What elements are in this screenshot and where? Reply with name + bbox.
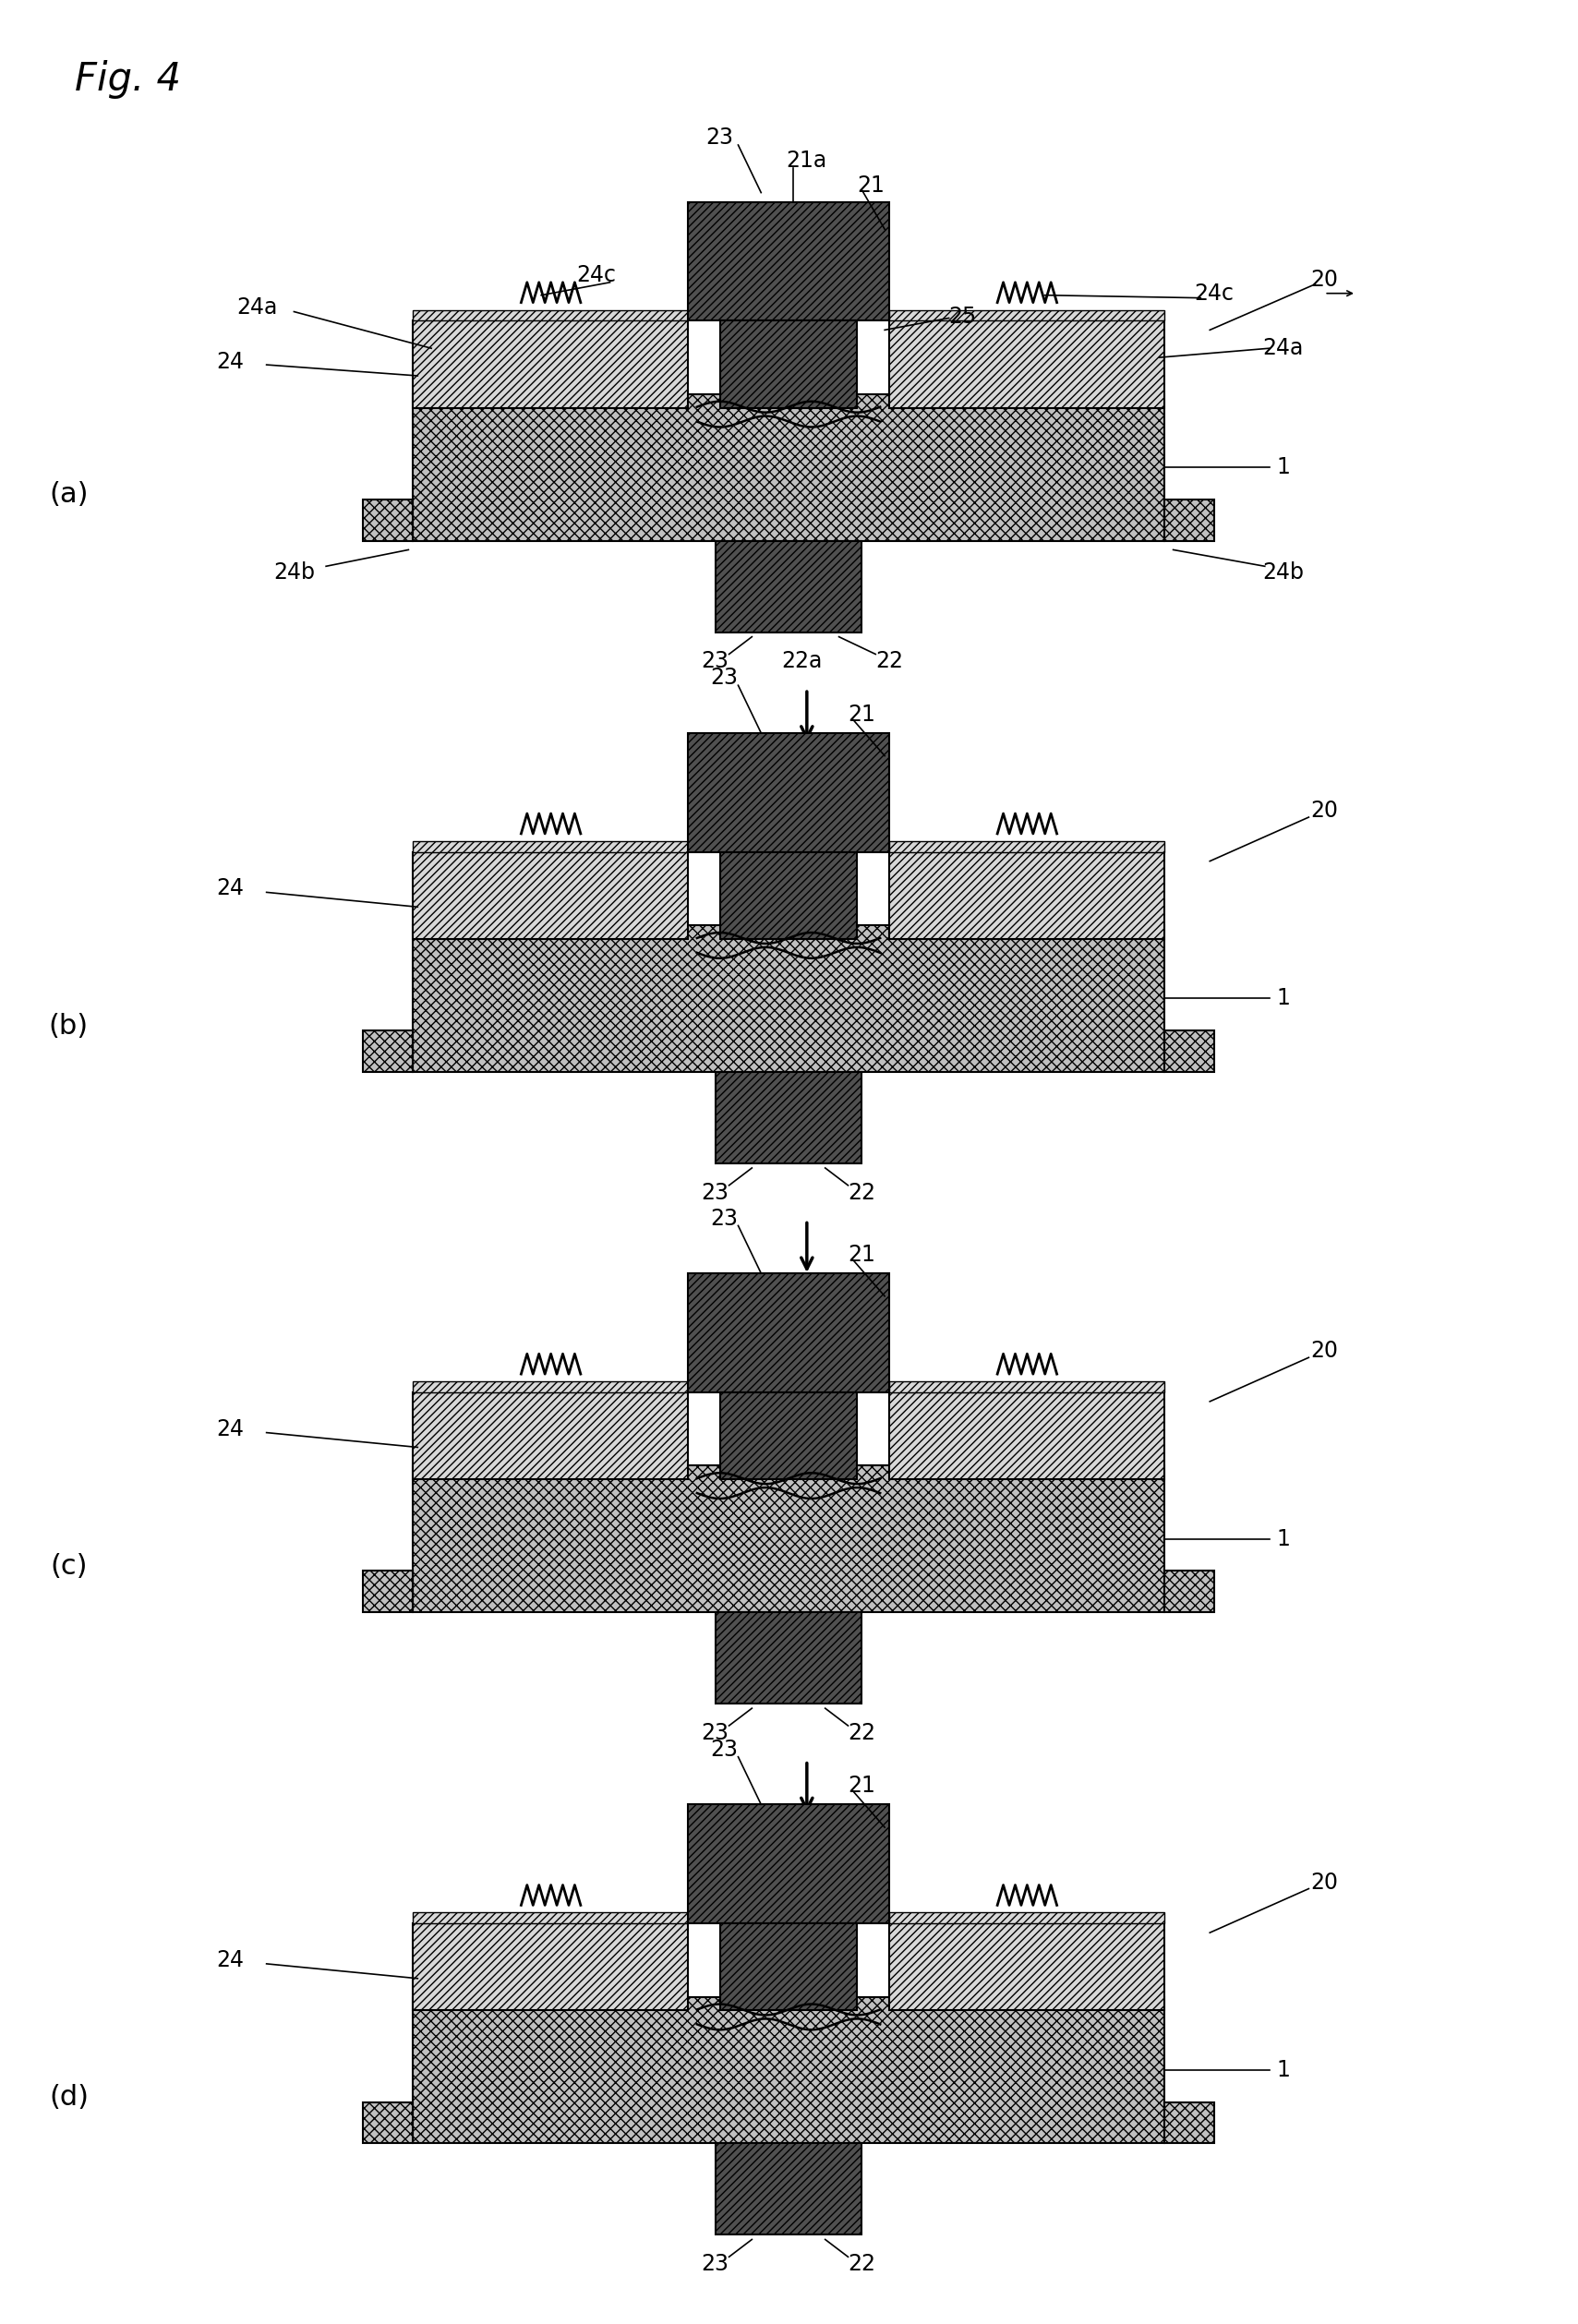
Bar: [890, 309, 1165, 321]
Bar: [720, 321, 857, 407]
Text: 23: 23: [702, 1181, 729, 1204]
Bar: [688, 1803, 890, 1924]
Text: 22: 22: [876, 651, 903, 672]
Text: 23: 23: [702, 1722, 729, 1743]
Bar: [720, 1924, 857, 2010]
Bar: [890, 1380, 1165, 1392]
Text: 22: 22: [847, 1181, 876, 1204]
Text: 20: 20: [1310, 1871, 1338, 1894]
Text: 22a: 22a: [781, 651, 822, 672]
Text: 24c: 24c: [1195, 281, 1234, 304]
Bar: [1165, 1571, 1215, 1613]
Text: 1: 1: [1277, 1527, 1289, 1550]
Bar: [890, 853, 1165, 939]
Text: 23: 23: [710, 667, 739, 690]
Bar: [413, 1996, 1165, 2143]
Bar: [715, 541, 862, 632]
Bar: [413, 853, 688, 939]
Bar: [1165, 2103, 1215, 2143]
Text: 1: 1: [1277, 988, 1289, 1009]
Text: 24b: 24b: [273, 562, 314, 583]
Bar: [413, 841, 688, 853]
Bar: [363, 1571, 413, 1613]
Text: 24b: 24b: [1262, 562, 1303, 583]
Text: Fig. 4: Fig. 4: [76, 60, 181, 98]
Bar: [890, 1392, 1165, 1480]
Text: 21: 21: [847, 1243, 876, 1267]
Text: 21a: 21a: [786, 149, 827, 172]
Bar: [413, 321, 688, 407]
Bar: [720, 853, 857, 939]
Bar: [688, 732, 890, 853]
Text: 24c: 24c: [576, 265, 615, 286]
Text: 24: 24: [216, 1418, 243, 1441]
Text: 23: 23: [710, 1206, 739, 1229]
Bar: [715, 1071, 862, 1164]
Bar: [890, 1913, 1165, 1924]
Text: 24a: 24a: [237, 295, 278, 318]
Bar: [688, 1274, 890, 1392]
Bar: [1165, 500, 1215, 541]
Bar: [715, 2143, 862, 2236]
Bar: [363, 1030, 413, 1071]
Bar: [363, 2103, 413, 2143]
Bar: [413, 395, 1165, 541]
Bar: [363, 500, 413, 541]
Text: 22: 22: [847, 1722, 876, 1743]
Text: 20: 20: [1310, 1341, 1338, 1362]
Text: 24: 24: [216, 351, 243, 374]
Bar: [890, 321, 1165, 407]
Bar: [413, 1913, 688, 1924]
Text: 20: 20: [1310, 270, 1338, 290]
Bar: [720, 1392, 857, 1480]
Bar: [413, 309, 688, 321]
Text: (a): (a): [49, 481, 88, 509]
Text: 1: 1: [1277, 2059, 1289, 2080]
Bar: [413, 925, 1165, 1071]
Text: 23: 23: [702, 651, 729, 672]
Text: 24: 24: [216, 1950, 243, 1971]
Bar: [1165, 1030, 1215, 1071]
Bar: [715, 1613, 862, 1703]
Text: 23: 23: [702, 2252, 729, 2275]
Text: 21: 21: [847, 704, 876, 725]
Text: 20: 20: [1310, 799, 1338, 823]
Text: 22: 22: [847, 2252, 876, 2275]
Text: (c): (c): [50, 1552, 87, 1580]
Text: (b): (b): [49, 1013, 88, 1039]
Text: 23: 23: [705, 125, 734, 149]
Bar: [413, 1380, 688, 1392]
Bar: [413, 1466, 1165, 1613]
Bar: [413, 1392, 688, 1480]
Text: (d): (d): [49, 2085, 88, 2110]
Text: 23: 23: [710, 1738, 739, 1762]
Text: 21: 21: [847, 1776, 876, 1796]
Text: 25: 25: [948, 304, 977, 328]
Bar: [688, 202, 890, 321]
Bar: [890, 841, 1165, 853]
Bar: [890, 1924, 1165, 2010]
Text: 24a: 24a: [1262, 337, 1303, 360]
Text: 1: 1: [1277, 456, 1289, 479]
Text: 24: 24: [216, 878, 243, 899]
Bar: [413, 1924, 688, 2010]
Text: 21: 21: [857, 174, 885, 195]
